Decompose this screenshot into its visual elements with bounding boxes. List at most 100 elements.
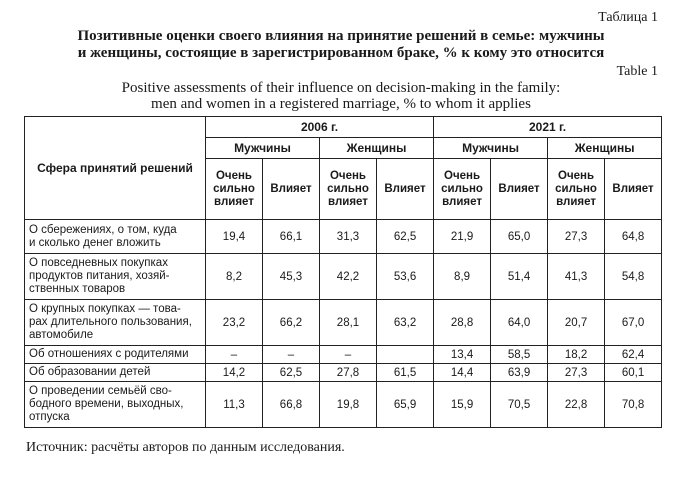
cell-value: 20,7 [547,299,606,346]
data-table: Сфера принятий решений 2006 г. 2021 г. М… [24,116,663,428]
cell-value: 19,8 [319,381,377,428]
cell-value: 27,8 [319,363,377,382]
cell-value: 63,2 [375,299,435,346]
cell-value: 65,9 [375,381,435,428]
cell-value: 58,5 [490,345,549,364]
table-row: О повседневных покупках продуктов питания… [24,253,663,300]
cell-value: 61,5 [375,363,435,382]
header-strongly-line-3: влияет [442,195,482,208]
header-influences-men-2006: Влияет [262,158,320,220]
row-label: О сбережениях, о том, куда и сколько дене… [24,219,206,254]
cell-value: 51,4 [490,253,549,300]
cell-value: 70,8 [604,381,663,428]
cell-value: 66,8 [262,381,320,428]
header-strongly-line-1: Очень [215,169,253,182]
title-en: Positive assessments of their influence … [20,80,662,112]
header-strongly-line-1: Очень [444,169,481,182]
cell-value: 53,6 [375,253,435,300]
header-strongly-men-2021: Очень сильно влияет [433,158,492,220]
cell-value: 41,3 [547,253,606,300]
cell-value: 28,8 [433,299,492,346]
header-strongly-women-2006: Очень сильно влияет [319,158,377,220]
header-year-2006: 2006 г. [204,116,435,138]
cell-value: 62,5 [375,219,435,254]
title-ru-line-1: Позитивные оценки своего влияния на прин… [77,28,605,44]
header-strongly-line-1: Очень [558,169,595,182]
row-label-line-3: автомобиле [29,329,94,341]
cell-value: 8,9 [433,253,492,300]
row-label-line-1: Об отношениях с родителями [29,348,189,360]
header-strongly-line-2: сильно [441,182,483,195]
table-row: О сбережениях, о том, куда и сколько дене… [24,219,663,254]
cell-value: – [205,345,263,364]
cell-value: 11,3 [205,381,263,428]
title-ru-line-2: и женщины, состоящие в зарегистрированно… [77,45,605,61]
cell-value: 23,2 [205,299,263,346]
cell-value: 19,4 [205,219,263,254]
cell-value: 67,0 [604,299,663,346]
cell-value: 18,2 [547,345,606,364]
cell-value: 14,4 [433,363,492,382]
row-label: Об отношениях с родителями [24,345,206,364]
cell-value: 54,8 [604,253,663,300]
header-strongly-line-2: сильно [555,182,597,195]
table-row: Об отношениях с родителями – – –13,4 58,5 18,… [24,345,663,364]
header-men-2006: Мужчины [205,137,320,159]
header-strongly-line-3: влияет [328,195,368,208]
row-label-line-2: рах длительного пользования, [29,316,192,328]
header-strongly-line-3: влияет [214,195,254,208]
row-label-line-2: бодного времени, выходных, [29,398,184,410]
cell-value: 70,5 [490,381,549,428]
cell-value: 13,4 [433,345,492,364]
cell-value: 64,8 [604,219,663,254]
cell-value [375,345,435,364]
cell-value: 15,9 [433,381,492,428]
table-row: Об образовании детей 14,2 62,5 27,8 61,5 14,4… [24,363,663,382]
table-row: О крупных покупках — това-рах длительног… [24,299,663,346]
header-strongly-line-2: сильно [213,182,255,195]
cell-value: 62,5 [262,363,320,382]
title-en-line-1: Positive assessments of their influence … [121,80,561,96]
title-en-line-2: men and women in a registered marriage, … [151,96,531,112]
table-row: О проведении семьёй сво-бодного времени,… [24,381,663,428]
header-strongly-line-2: сильно [327,182,369,195]
header-women-2006: Женщины [318,137,435,159]
source-note: Источник: расчёты авторов по данным иссл… [26,440,345,455]
table-label-en: Table 1 [616,64,658,79]
title-ru: Позитивные оценки своего влияния на прин… [20,28,662,62]
cell-value: – [319,345,377,364]
row-label-line-3: ственных товаров [29,283,126,295]
row-label-line-1: О крупных покупках — това- [29,303,181,315]
cell-value: 27,3 [547,363,606,382]
header-influences-men-2021: Влияет [490,158,549,220]
header-strongly-women-2021: Очень сильно влияет [547,158,606,220]
row-label-line-1: О проведении семьёй сво- [29,385,172,397]
header-women-2021: Женщины [547,137,663,159]
cell-value: 42,2 [319,253,377,300]
row-label-line-1: Об образовании детей [29,366,151,378]
header-strongly-men-2006: Очень сильно влияет [205,158,263,220]
header-influences-women-2006: Влияет [375,158,435,220]
cell-value: 64,0 [490,299,549,346]
row-label: О повседневных покупках продуктов питания… [24,253,206,300]
cell-value: 21,9 [433,219,492,254]
header-men-2021: Мужчины [433,137,549,159]
cell-value: 63,9 [490,363,549,382]
row-label: Об образовании детей [24,363,206,382]
header-strongly-line-1: Очень [329,169,367,182]
table-label-ru: Таблица 1 [598,10,658,25]
cell-value: 60,1 [604,363,663,382]
row-label-line-3: отпуска [29,411,70,423]
cell-value: 62,4 [604,345,663,364]
cell-value: 28,1 [319,299,377,346]
header-influences-women-2021: Влияет [604,158,663,220]
cell-value: 8,2 [205,253,263,300]
cell-value: 65,0 [490,219,549,254]
row-label: О проведении семьёй сво-бодного времени,… [24,381,206,428]
row-label: О крупных покупках — това-рах длительног… [24,299,206,346]
cell-value: 45,3 [262,253,320,300]
header-strongly-line-3: влияет [556,195,596,208]
header-sphere: Сфера принятий решений [24,116,206,220]
row-label-line-1: О сбережениях, о том, куда [29,223,177,236]
cell-value: 66,2 [262,299,320,346]
